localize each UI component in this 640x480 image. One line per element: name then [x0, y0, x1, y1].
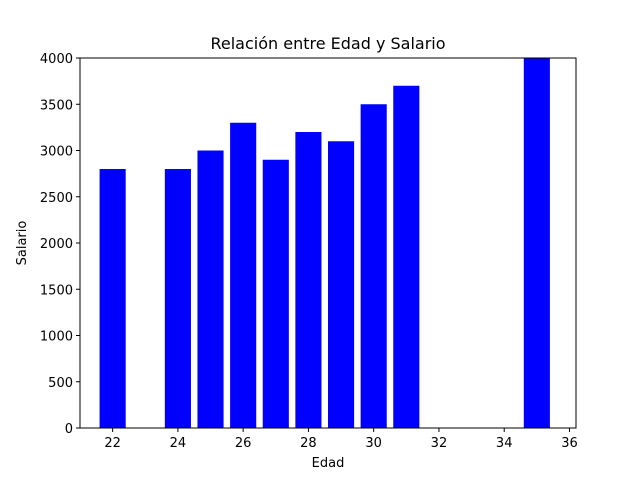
- bar-age-22: [99, 169, 126, 428]
- x-tick-label: 36: [561, 436, 578, 451]
- bar-age-28: [295, 132, 322, 428]
- bar-age-27: [262, 159, 289, 428]
- y-tick-label: 3000: [40, 145, 73, 160]
- x-tick-label: 28: [300, 436, 317, 451]
- y-tick-label: 1500: [40, 283, 73, 298]
- x-tick-label: 34: [496, 436, 513, 451]
- bar-age-25: [197, 150, 224, 428]
- y-axis-ticks: 0 500 1000 1500 2000 2500 3000 3500 4000: [40, 52, 80, 437]
- bar-age-30: [360, 104, 387, 428]
- y-tick-label: 0: [65, 422, 73, 437]
- x-tick-label: 30: [365, 436, 382, 451]
- bar-age-24: [164, 169, 191, 428]
- y-tick-label: 1000: [40, 330, 73, 345]
- x-tick-label: 32: [431, 436, 448, 451]
- bar-age-26: [230, 122, 257, 428]
- bar-age-35: [523, 58, 550, 428]
- x-tick-label: 24: [170, 436, 187, 451]
- y-tick-label: 3500: [40, 98, 73, 113]
- plot-frame: [79, 57, 577, 429]
- y-tick-label: 4000: [40, 52, 73, 67]
- x-tick-label: 22: [104, 436, 121, 451]
- bar-age-31: [393, 85, 420, 428]
- y-tick-label: 500: [48, 376, 73, 391]
- y-tick-label: 2500: [40, 191, 73, 206]
- chart-title: Relación entre Edad y Salario: [210, 34, 445, 53]
- y-tick-label: 2000: [40, 237, 73, 252]
- x-axis-label: Edad: [312, 456, 345, 471]
- y-axis-label: Salario: [15, 221, 30, 266]
- x-axis-ticks: 22 24 26 28 30 32 34 36: [104, 428, 578, 451]
- bars-group: [99, 58, 550, 428]
- bar-age-29: [328, 141, 355, 428]
- x-tick-label: 26: [235, 436, 252, 451]
